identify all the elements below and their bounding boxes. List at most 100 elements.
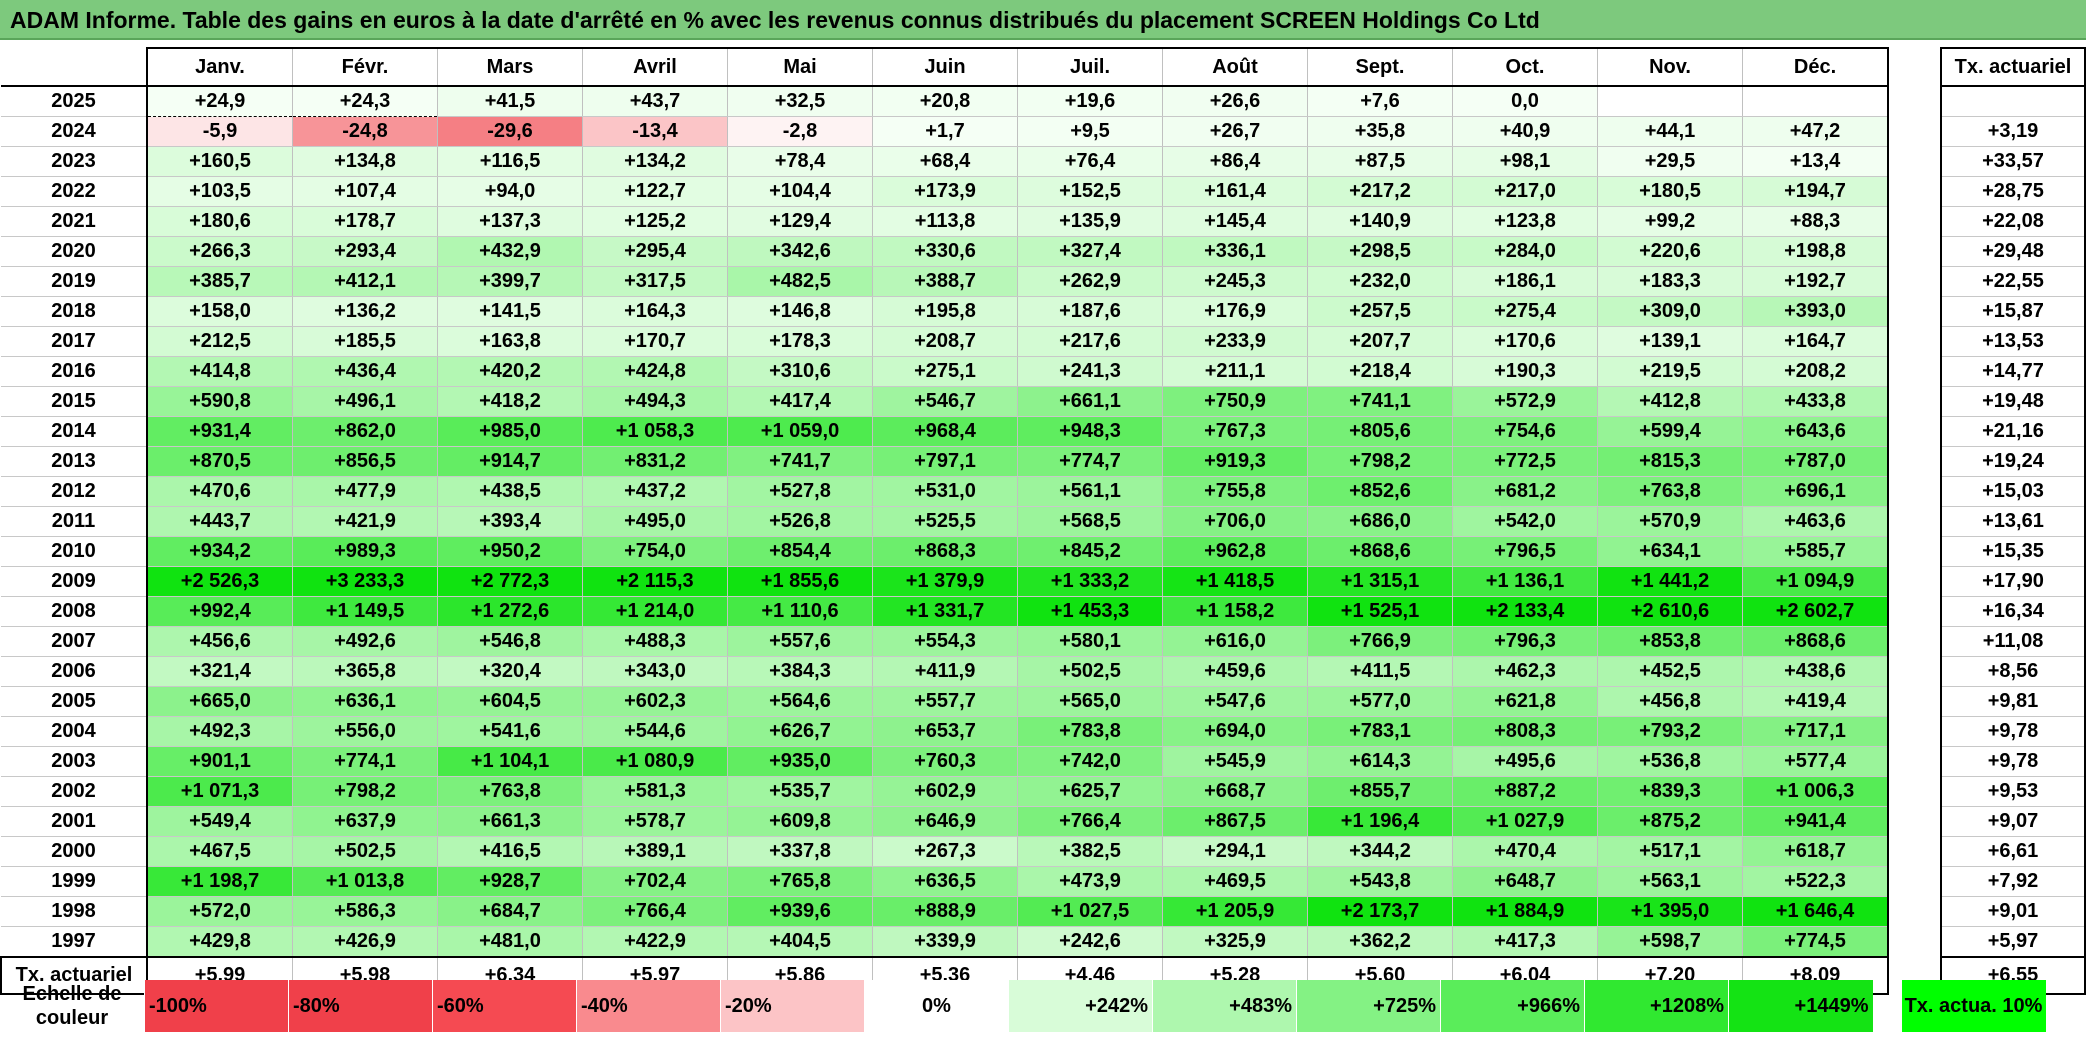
value-cell: +563,1 xyxy=(1597,866,1743,897)
month-header: Août xyxy=(1162,47,1308,87)
table-row: 2020 +266,3 +293,4 +432,9 +295,4 +342,6 +330,6… xyxy=(1,236,1889,267)
value-cell: -29,6 xyxy=(437,116,583,147)
value-cell: +561,1 xyxy=(1017,476,1163,507)
value-cell: +887,2 xyxy=(1452,776,1598,807)
value-cell: +1 214,0 xyxy=(582,596,728,627)
value-cell: +275,4 xyxy=(1452,296,1598,327)
year-label: 2024 xyxy=(1,116,147,147)
value-cell: +217,2 xyxy=(1307,176,1453,207)
value-cell: +797,1 xyxy=(872,446,1018,477)
value-cell: +578,7 xyxy=(582,806,728,837)
color-scale-step: +1449% xyxy=(1728,980,1873,1032)
value-cell: +586,3 xyxy=(292,896,438,927)
value-cell: +609,8 xyxy=(727,806,873,837)
value-cell: +198,8 xyxy=(1742,236,1889,267)
year-label: 2012 xyxy=(1,476,147,507)
value-cell: +599,4 xyxy=(1597,416,1743,447)
value-cell: +295,4 xyxy=(582,236,728,267)
table-row: 2011 +443,7 +421,9 +393,4 +495,0 +526,8 +525,5… xyxy=(1,506,1889,537)
rate-row: +22,55 xyxy=(1940,266,2086,297)
value-cell: +245,3 xyxy=(1162,266,1308,297)
value-cell: +868,3 xyxy=(872,536,1018,567)
year-label: 2020 xyxy=(1,236,147,267)
value-cell: +572,0 xyxy=(146,896,293,927)
year-label: 2004 xyxy=(1,716,147,747)
rate-row: +6,61 xyxy=(1940,836,2086,867)
value-cell: +44,1 xyxy=(1597,116,1743,147)
value-cell: +754,0 xyxy=(582,536,728,567)
gains-table-body: 2025 +24,9 +24,3 +41,5 +43,7 +32,5 +20,8 +19,6 +… xyxy=(0,86,1889,995)
value-cell: +438,6 xyxy=(1742,656,1889,687)
value-cell: +535,7 xyxy=(727,776,873,807)
value-cell: +195,8 xyxy=(872,296,1018,327)
value-cell: +580,1 xyxy=(1017,626,1163,657)
value-cell: +488,3 xyxy=(582,626,728,657)
value-cell: +76,4 xyxy=(1017,146,1163,177)
value-cell: +3 233,3 xyxy=(292,566,438,597)
value-cell: +456,6 xyxy=(146,626,293,657)
value-cell: +266,3 xyxy=(146,236,293,267)
value-cell: +798,2 xyxy=(292,776,438,807)
value-cell: +502,5 xyxy=(292,836,438,867)
value-cell: +432,9 xyxy=(437,236,583,267)
value-cell: +568,5 xyxy=(1017,506,1163,537)
value-cell: +1 395,0 xyxy=(1597,896,1743,927)
rate-cell: +21,16 xyxy=(1940,416,2086,447)
table-row: 2007 +456,6 +492,6 +546,8 +488,3 +557,6 +554,3… xyxy=(1,626,1889,657)
value-cell: +696,1 xyxy=(1742,476,1889,507)
value-cell: +557,7 xyxy=(872,686,1018,717)
value-cell: +178,3 xyxy=(727,326,873,357)
value-cell: +1 006,3 xyxy=(1742,776,1889,807)
value-cell: +404,5 xyxy=(727,926,873,958)
value-cell: +798,2 xyxy=(1307,446,1453,477)
value-cell: +107,4 xyxy=(292,176,438,207)
value-cell: +760,3 xyxy=(872,746,1018,777)
table-row: 1997 +429,8 +426,9 +481,0 +422,9 +404,5 +339,9… xyxy=(1,926,1889,958)
value-cell: +525,5 xyxy=(872,506,1018,537)
value-cell: +636,5 xyxy=(872,866,1018,897)
value-cell: +750,9 xyxy=(1162,386,1308,417)
value-cell: -13,4 xyxy=(582,116,728,147)
value-cell: +968,4 xyxy=(872,416,1018,447)
value-cell: +536,8 xyxy=(1597,746,1743,777)
value-cell: +577,0 xyxy=(1307,686,1453,717)
value-cell: +456,8 xyxy=(1597,686,1743,717)
value-cell: +763,8 xyxy=(437,776,583,807)
value-cell: +542,0 xyxy=(1452,506,1598,537)
value-cell: +681,2 xyxy=(1452,476,1598,507)
value-cell: +494,3 xyxy=(582,386,728,417)
value-cell: +796,3 xyxy=(1452,626,1598,657)
value-cell: +1 198,7 xyxy=(146,866,293,897)
value-cell: +178,7 xyxy=(292,206,438,237)
rate-cell: +28,75 xyxy=(1940,176,2086,207)
rate-row: +21,16 xyxy=(1940,416,2086,447)
value-cell: +284,0 xyxy=(1452,236,1598,267)
value-cell: +1 149,5 xyxy=(292,596,438,627)
rate-cell: +17,90 xyxy=(1940,566,2086,597)
value-cell: +298,5 xyxy=(1307,236,1453,267)
rate-cell: +13,61 xyxy=(1940,506,2086,537)
month-header: Févr. xyxy=(292,47,438,87)
rate-cell: +9,78 xyxy=(1940,716,2086,747)
rate-cell: +9,53 xyxy=(1940,776,2086,807)
value-cell: +152,5 xyxy=(1017,176,1163,207)
rate-cell: +16,34 xyxy=(1940,596,2086,627)
corner-cell xyxy=(1,48,147,87)
value-cell: +839,3 xyxy=(1597,776,1743,807)
value-cell: +1 453,3 xyxy=(1017,596,1163,627)
year-label: 2003 xyxy=(1,746,147,777)
value-cell: +26,7 xyxy=(1162,116,1308,147)
value-cell: +233,9 xyxy=(1162,326,1308,357)
value-cell: +208,2 xyxy=(1742,356,1889,387)
value-cell: +78,4 xyxy=(727,146,873,177)
rate-cell: +6,61 xyxy=(1940,836,2086,867)
value-cell: +294,1 xyxy=(1162,836,1308,867)
year-label: 1998 xyxy=(1,896,147,927)
value-cell: +452,5 xyxy=(1597,656,1743,687)
color-scale-row: Echelle de couleur -100% -80% -60% -40% -20% 0… xyxy=(0,980,2046,1032)
rate-row: +9,01 xyxy=(1940,896,2086,927)
value-cell: +325,9 xyxy=(1162,926,1308,958)
value-cell: +557,6 xyxy=(727,626,873,657)
value-cell: +40,9 xyxy=(1452,116,1598,147)
month-header: Juil. xyxy=(1017,47,1163,87)
